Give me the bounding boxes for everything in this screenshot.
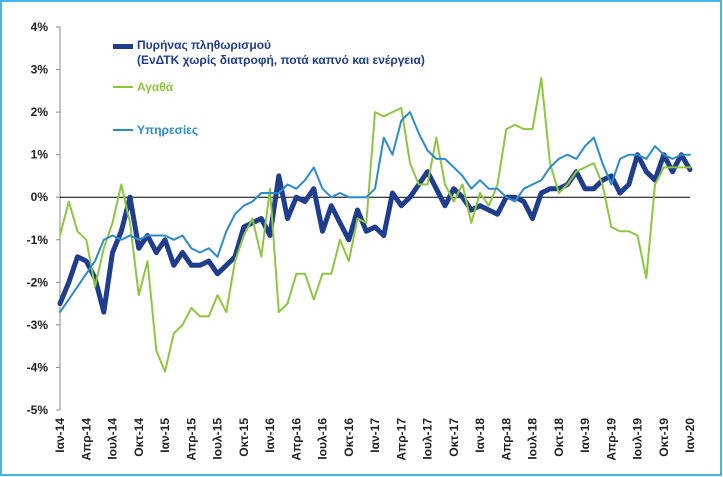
x-tick-label: Ιουλ-15 (211, 418, 225, 460)
y-tick-label: -5% (27, 403, 49, 417)
x-tick-label: Οκτ-19 (657, 418, 671, 457)
x-tick-label: Απρ-14 (79, 418, 93, 461)
x-tick-label: Ιαν-19 (578, 418, 592, 453)
x-tick-label: Ιαν-15 (158, 418, 172, 453)
legend-swatch (113, 129, 133, 131)
x-tick-label: Ιουλ-18 (526, 418, 540, 460)
x-tick-label: Οκτ-18 (552, 418, 566, 457)
legend-swatch (113, 86, 133, 88)
x-tick-label: Απρ-15 (184, 418, 198, 461)
x-tick-label: Ιαν-20 (683, 418, 697, 453)
y-tick-label: -2% (27, 275, 49, 289)
y-tick-label: -1% (27, 233, 49, 247)
x-tick-label: Απρ-16 (289, 418, 303, 461)
y-tick-label: 0% (31, 190, 49, 204)
legend-entry: Υπηρεσίες (113, 123, 199, 138)
x-tick-label: Ιαν-17 (368, 418, 382, 453)
series-line (57, 152, 693, 315)
x-tick-label: Οκτ-15 (237, 418, 251, 457)
legend-entry: Πυρήνας πληθωρισμού (ΕνΔΤΚ χωρίς διατροφ… (113, 38, 425, 68)
legend-label: Αγαθά (137, 80, 174, 94)
y-tick-label: -4% (27, 360, 49, 374)
y-tick-label: 1% (31, 148, 49, 162)
x-tick-label: Οκτ-16 (342, 418, 356, 457)
y-tick-label: 2% (31, 105, 49, 119)
legend-swatch (113, 44, 133, 49)
x-tick-label: Οκτ-14 (132, 418, 146, 457)
legend-entry: Αγαθά (113, 80, 174, 95)
x-tick-label: Ιουλ-14 (106, 418, 120, 460)
x-tick-label: Ιουλ-17 (421, 418, 435, 460)
x-tick-label: Ιουλ-16 (316, 418, 330, 460)
x-tick-label: Απρ-17 (394, 418, 408, 461)
x-tick-label: Ιαν-14 (53, 418, 67, 453)
x-tick-label: Απρ-18 (499, 418, 513, 461)
x-tick-label: Απρ-19 (604, 418, 618, 461)
legend-label: Υπηρεσίες (137, 123, 199, 137)
x-tick-label: Ιαν-16 (263, 418, 277, 453)
x-tick-label: Ιαν-18 (473, 418, 487, 453)
legend-label: Πυρήνας πληθωρισμού (ΕνΔΤΚ χωρίς διατροφ… (137, 38, 425, 67)
y-tick-label: 3% (31, 63, 49, 77)
x-tick-label: Ιουλ-19 (631, 418, 645, 460)
series-line (59, 77, 691, 373)
y-tick-label: -3% (27, 318, 49, 332)
y-tick-label: 4% (31, 20, 49, 34)
series-line (59, 111, 691, 314)
x-tick-label: Οκτ-17 (447, 418, 461, 457)
